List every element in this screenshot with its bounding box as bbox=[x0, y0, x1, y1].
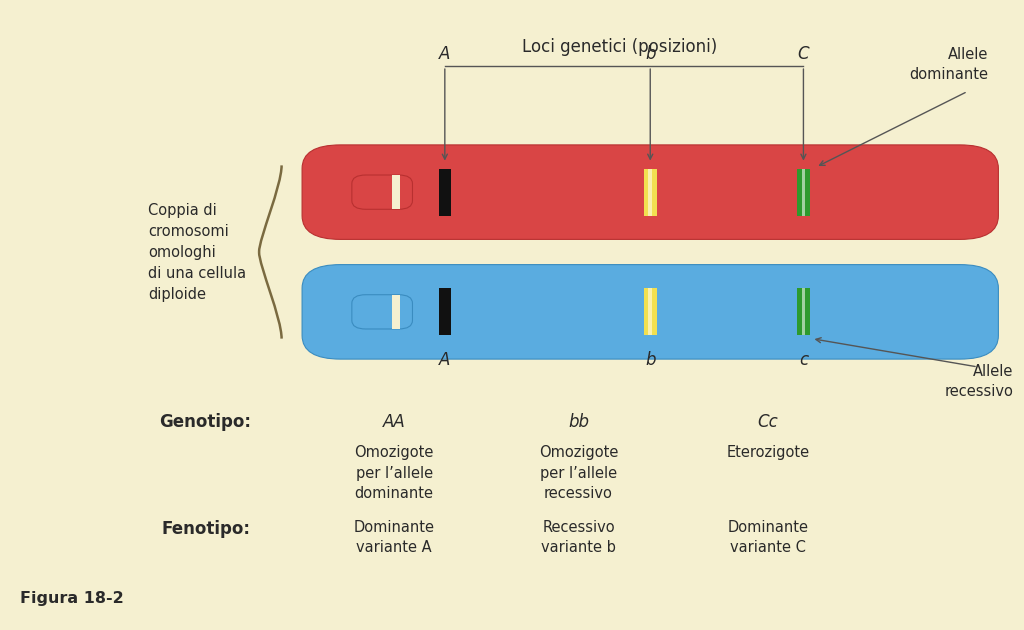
Bar bbox=[802, 289, 805, 335]
Text: Cc: Cc bbox=[758, 413, 778, 431]
Bar bbox=[392, 295, 400, 329]
Text: Allele
recessivo: Allele recessivo bbox=[945, 364, 1014, 399]
Text: Figura 18-2: Figura 18-2 bbox=[20, 591, 124, 606]
Bar bbox=[438, 169, 452, 215]
Bar bbox=[648, 169, 652, 215]
Bar bbox=[648, 289, 652, 335]
Text: c: c bbox=[799, 352, 808, 369]
Bar bbox=[802, 169, 805, 215]
Bar bbox=[644, 289, 656, 335]
Text: Fenotipo:: Fenotipo: bbox=[162, 520, 251, 538]
Bar bbox=[797, 169, 810, 215]
Text: Omozigote
per l’allele
recessivo: Omozigote per l’allele recessivo bbox=[539, 445, 618, 501]
Text: Loci genetici (posizioni): Loci genetici (posizioni) bbox=[522, 38, 717, 56]
Text: Genotipo:: Genotipo: bbox=[159, 413, 251, 431]
FancyBboxPatch shape bbox=[302, 265, 998, 359]
FancyBboxPatch shape bbox=[352, 295, 413, 329]
FancyBboxPatch shape bbox=[302, 145, 998, 239]
Text: C: C bbox=[798, 45, 809, 63]
Text: A: A bbox=[439, 352, 451, 369]
Text: b: b bbox=[645, 352, 655, 369]
Text: Recessivo
variante b: Recessivo variante b bbox=[541, 520, 616, 555]
Bar bbox=[797, 289, 810, 335]
Text: Omozigote
per l’allele
dominante: Omozigote per l’allele dominante bbox=[354, 445, 434, 501]
Bar bbox=[644, 169, 656, 215]
Bar bbox=[438, 289, 452, 335]
FancyBboxPatch shape bbox=[352, 175, 413, 209]
Text: Allele
dominante: Allele dominante bbox=[909, 47, 988, 82]
Text: b: b bbox=[645, 45, 655, 63]
Bar bbox=[392, 175, 400, 209]
Text: Eterozigote: Eterozigote bbox=[726, 445, 810, 461]
Text: Dominante
variante C: Dominante variante C bbox=[727, 520, 809, 555]
Text: AA: AA bbox=[383, 413, 406, 431]
Text: bb: bb bbox=[568, 413, 589, 431]
Text: Coppia di
cromosomi
omologhi
di una cellula
diploide: Coppia di cromosomi omologhi di una cell… bbox=[148, 202, 247, 302]
Text: Dominante
variante A: Dominante variante A bbox=[353, 520, 435, 555]
Text: A: A bbox=[439, 45, 451, 63]
